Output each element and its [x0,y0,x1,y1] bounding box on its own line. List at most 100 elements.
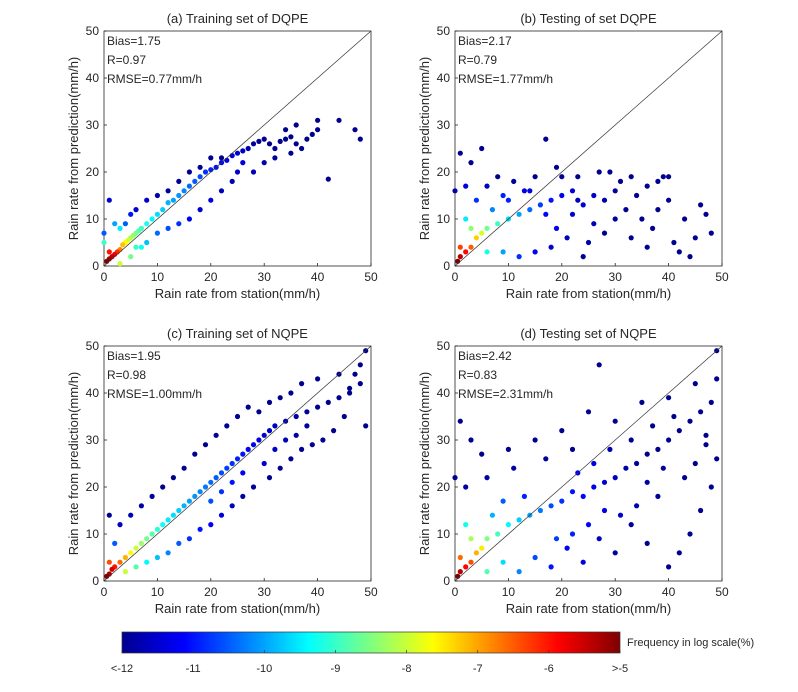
y-axis-label: Rain rate from prediction(mm/h) [66,57,81,241]
data-point [714,376,720,382]
data-point [644,479,650,485]
data-point [117,225,123,231]
data-point [650,225,656,231]
data-point [299,446,305,452]
data-point [532,554,538,561]
data-point [149,493,155,499]
data-point [580,493,586,499]
data-point [218,489,225,495]
data-point [532,437,538,443]
data-point [122,221,128,227]
data-point [559,174,565,180]
data-point [170,512,176,518]
data-point [245,404,251,410]
data-point [468,559,474,565]
data-point [315,376,321,382]
data-point [521,493,528,499]
y-tick-label: 40 [437,386,451,400]
data-point [569,489,576,495]
data-point [128,550,134,556]
data-point [112,221,118,227]
data-point [186,169,192,175]
data-point [165,517,171,523]
x-tick-label: 0 [452,585,459,599]
data-point [617,178,624,184]
data-point [452,188,458,194]
data-point [250,141,257,147]
colorbar-tick-label: <-12 [111,663,133,675]
data-point [601,479,608,485]
data-point [218,470,225,476]
data-point [591,484,597,490]
data-point [634,503,640,509]
x-tick-label: 20 [204,585,218,599]
scatter-points [101,117,363,267]
data-point [104,573,110,579]
data-point [628,235,634,241]
data-point [569,531,576,537]
data-point [309,131,315,137]
data-point [623,207,629,213]
data-point [288,456,294,462]
data-point [489,207,495,213]
data-point [293,432,299,438]
stat-label: R=0.79 [458,53,497,67]
stat-label: Bias=1.75 [107,34,161,48]
data-point [463,216,469,222]
data-point [106,512,112,518]
data-point [133,545,139,551]
y-tick-label: 10 [86,212,100,226]
colorbar-tick-label: -8 [402,663,412,675]
data-point [293,141,299,147]
data-point [208,479,214,485]
data-point [208,197,214,203]
data-point [149,216,155,222]
data-point [277,138,283,144]
data-point [666,174,672,180]
panel-title: (d) Testing set of NQPE [520,326,657,341]
data-point [208,167,214,173]
data-point [250,484,257,490]
data-point [666,437,672,443]
data-point [479,145,485,152]
stat-label: Bias=1.95 [107,349,161,363]
data-point [240,160,246,166]
data-point [537,507,544,514]
data-point [634,460,640,467]
data-point [202,442,209,448]
colorbar-tick-label: -7 [473,663,483,675]
data-point [176,192,182,199]
y-tick-label: 10 [437,212,451,226]
y-tick-label: 30 [437,433,451,447]
data-point [250,442,257,448]
data-point [133,244,139,250]
data-point [463,522,469,528]
data-point [208,522,214,528]
data-point [612,475,618,481]
data-point [208,498,214,504]
y-tick-label: 50 [86,339,100,353]
data-point [548,197,554,203]
data-point [266,428,273,434]
y-tick-label: 50 [437,339,451,353]
y-tick-label: 40 [86,386,100,400]
data-point [170,475,176,481]
x-tick-label: 20 [555,585,569,599]
data-point [484,183,490,189]
data-point [176,507,182,514]
data-point [708,484,714,490]
data-point [607,446,613,452]
data-point [234,150,241,156]
data-point [197,489,203,495]
data-point [170,197,176,203]
data-point [682,216,688,222]
data-point [455,573,461,579]
y-axis-label: Rain rate from prediction(mm/h) [66,372,81,556]
data-point [117,522,123,528]
data-point [655,178,661,184]
y-tick-label: 30 [86,118,100,132]
data-point [357,362,363,368]
data-point [687,531,693,537]
data-point [457,554,463,561]
data-point [256,409,262,415]
